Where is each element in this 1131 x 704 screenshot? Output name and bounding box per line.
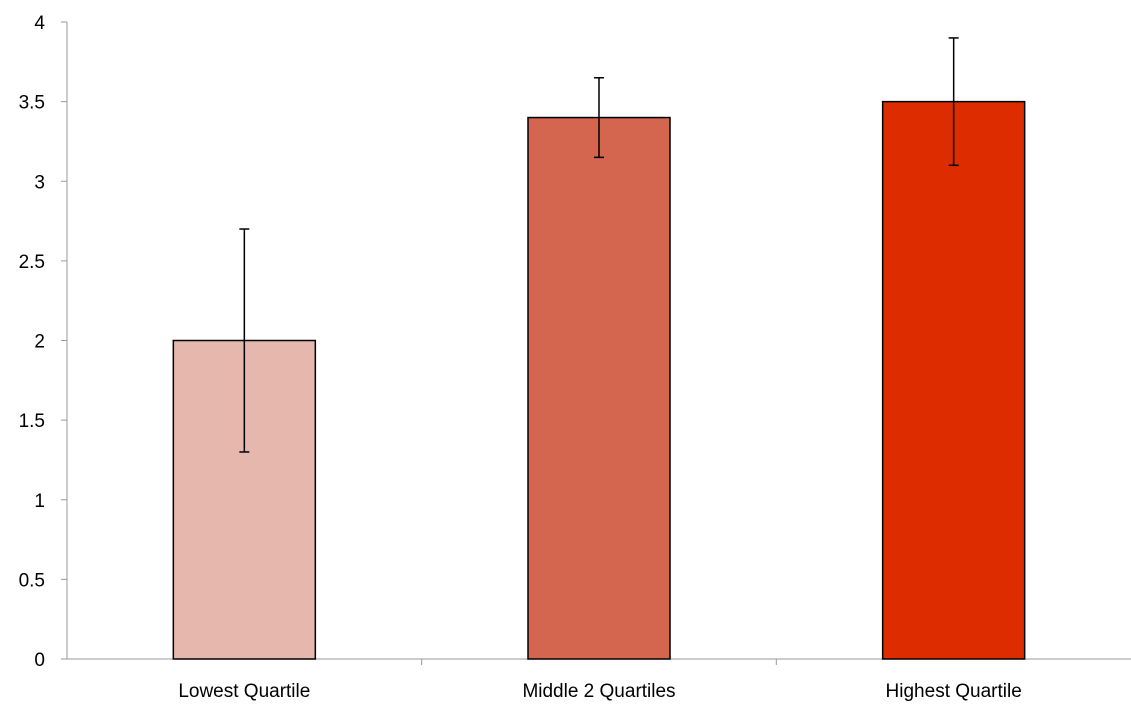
- y-tick-label: 1.5: [19, 411, 45, 432]
- y-tick-label: 3.5: [19, 93, 45, 114]
- y-tick-label: 0: [34, 650, 45, 671]
- category-label: Highest Quartile: [886, 681, 1022, 702]
- y-tick-label: 4: [34, 13, 45, 34]
- category-labels: Lowest Quartile Middle 2 Quartiles Highest…: [178, 681, 1021, 702]
- error-bars: [239, 37, 959, 453]
- category-label: Middle 2 Quartiles: [522, 681, 675, 702]
- bars: [172, 100, 1026, 660]
- y-tick-label: 1: [34, 491, 45, 512]
- bar: [527, 116, 671, 660]
- y-tick-label: 2: [34, 332, 45, 353]
- category-label: Lowest Quartile: [178, 681, 310, 702]
- y-axis: 0 0.5 1 1.5 2 2.5 3 3.5 4: [19, 13, 68, 671]
- x-axis: [67, 658, 1131, 665]
- bar: [881, 100, 1026, 660]
- y-tick-label: 2.5: [19, 252, 45, 273]
- y-tick-label: 3: [34, 172, 45, 193]
- y-tick-label: 0.5: [19, 570, 45, 591]
